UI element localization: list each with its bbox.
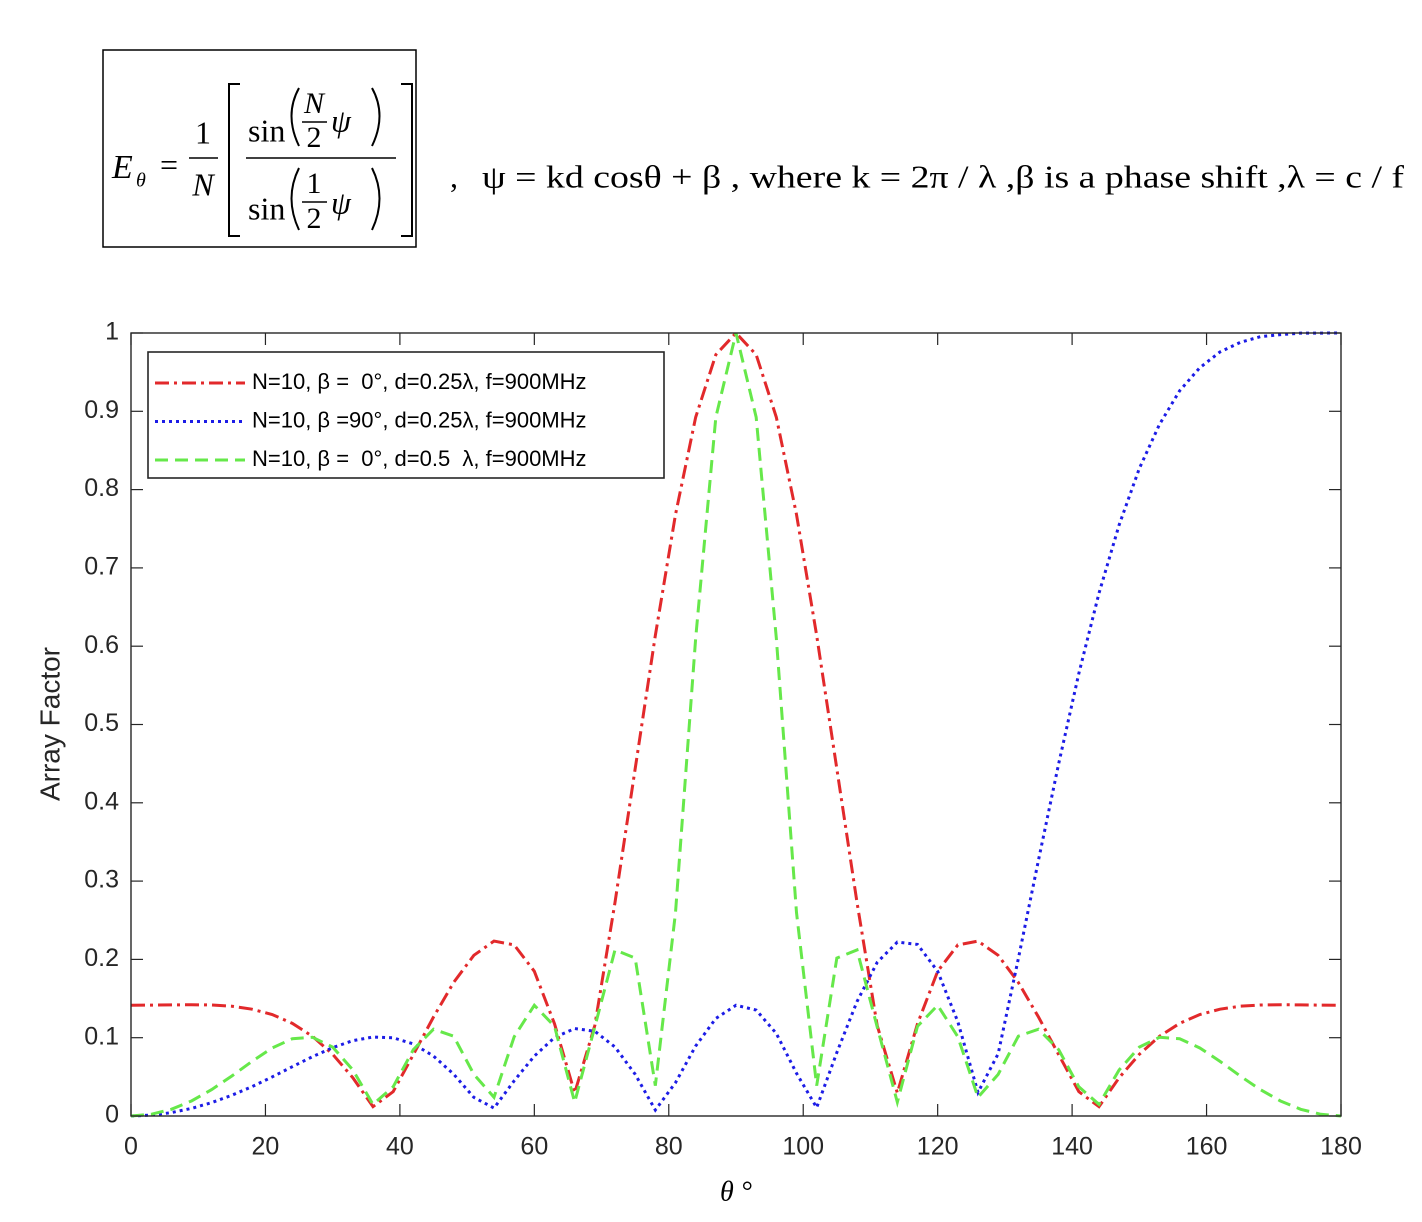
bracket bbox=[401, 83, 413, 237]
legend-label: N=10, β =90°, d=0.25λ, f=900MHz bbox=[252, 407, 587, 432]
formula-den-fn: sin bbox=[248, 190, 285, 226]
y-tick-label: 0.8 bbox=[84, 474, 119, 502]
y-tick-label: 0.5 bbox=[84, 709, 119, 737]
plot-frame bbox=[130, 332, 1342, 1117]
y-tick-label: 1 bbox=[105, 318, 119, 346]
paren bbox=[371, 87, 381, 147]
x-tick-label: 180 bbox=[1320, 1133, 1362, 1161]
note: ψ = kd cosθ + β , where k = 2π / λ ,β is… bbox=[482, 158, 1404, 194]
formula-num-var: ψ bbox=[331, 102, 352, 138]
x-tick-label: 40 bbox=[386, 1133, 414, 1161]
x-tick-label: 80 bbox=[655, 1133, 683, 1161]
formula-den-frac-den: 2 bbox=[307, 202, 322, 235]
paren bbox=[290, 167, 300, 231]
data-line bbox=[130, 330, 1342, 1109]
formula-coef-num: 1 bbox=[195, 114, 211, 150]
y-tick-label: 0.4 bbox=[84, 787, 119, 815]
x-tick-label: 140 bbox=[1051, 1133, 1093, 1161]
y-tick-label: 0.3 bbox=[84, 866, 119, 894]
x-axis-label: θ ° bbox=[720, 1176, 752, 1207]
x-tick-label: 60 bbox=[520, 1133, 548, 1161]
y-tick-label: 0.9 bbox=[84, 396, 119, 424]
x-tick-label: 100 bbox=[782, 1133, 824, 1161]
formula-den-frac-num: 1 bbox=[307, 167, 322, 200]
y-tick-label: 0 bbox=[105, 1101, 119, 1129]
paren bbox=[371, 167, 381, 231]
formula-num-fn: sin bbox=[248, 112, 285, 148]
formula-sub: θ bbox=[136, 170, 146, 192]
x-tick-label: 0 bbox=[124, 1133, 138, 1161]
y-axis-label: Array Factor bbox=[34, 647, 65, 801]
y-tick-label: 0.1 bbox=[84, 1022, 119, 1050]
formula-den-var: ψ bbox=[331, 184, 352, 220]
y-tick-label: 0.6 bbox=[84, 631, 119, 659]
legend: N=10, β = 0°, d=0.25λ, f=900MHz N=10, β =… bbox=[147, 351, 665, 479]
formula-box bbox=[102, 49, 417, 248]
bracket bbox=[228, 83, 240, 237]
formula-eq: = bbox=[160, 146, 178, 182]
x-tick-label: 120 bbox=[917, 1133, 959, 1161]
legend-label: N=10, β = 0°, d=0.5 λ, f=900MHz bbox=[252, 446, 587, 471]
legend-label: N=10, β = 0°, d=0.25λ, f=900MHz bbox=[252, 369, 587, 394]
x-tick-label: 160 bbox=[1186, 1133, 1228, 1161]
x-tick-label: 20 bbox=[252, 1133, 280, 1161]
formula-num-frac-den: 2 bbox=[307, 121, 322, 154]
legend-box bbox=[147, 351, 665, 479]
note-separator: , bbox=[450, 158, 458, 194]
formula-coef-den: N bbox=[191, 166, 215, 202]
data-line bbox=[130, 331, 1342, 1118]
formula: E θ = 1 N sin N 2 ψ sin 1 2 ψ bbox=[102, 49, 417, 248]
paren bbox=[290, 87, 300, 147]
y-tick-label: 0.7 bbox=[84, 553, 119, 581]
y-tick-label: 0.2 bbox=[84, 944, 119, 972]
formula-lhs: E bbox=[111, 149, 133, 186]
formula-num-frac-num: N bbox=[303, 87, 326, 120]
